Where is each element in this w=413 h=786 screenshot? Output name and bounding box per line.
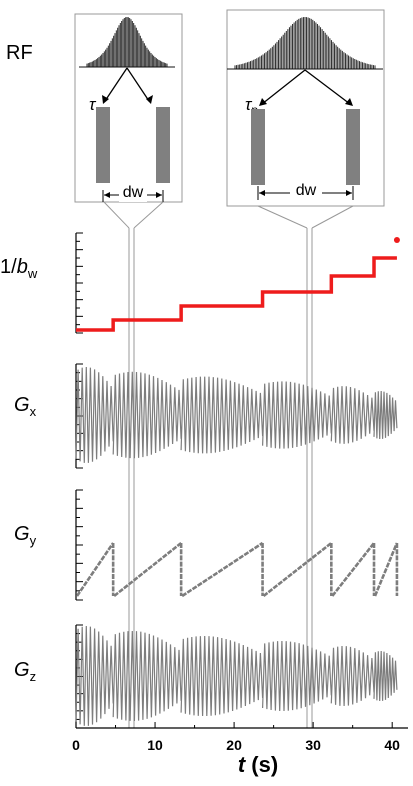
gy-sawtooth [75, 541, 399, 598]
gx-main: G [14, 394, 30, 416]
arrow-right [126, 67, 150, 102]
bw-main: b [17, 256, 28, 278]
rf-pulse-lines [86, 17, 168, 67]
x-tick-label: 40 [384, 737, 400, 753]
arrow-right [304, 69, 351, 105]
svg-text:t (s): t (s) [238, 752, 278, 777]
inset-short-dw: τp dw [74, 13, 183, 203]
x-tick-label: 30 [305, 737, 321, 753]
x-axis-unit: (s) [245, 752, 278, 777]
pulse-bar [96, 107, 110, 183]
svg-text:1/bw: 1/bw [0, 256, 38, 281]
rf-envelope [79, 17, 175, 68]
bw-prefix: 1/ [0, 256, 17, 278]
bw-sub: w [27, 266, 38, 281]
bw-panel [75, 232, 400, 334]
inset-long-dw: τp dw [226, 9, 385, 207]
gradient-waveform [75, 625, 398, 726]
dw-label: dw [296, 182, 317, 199]
bw-step-line [76, 256, 397, 332]
rf-label: RF [6, 42, 33, 64]
pulse-bar [251, 109, 265, 185]
gy-panel [75, 489, 399, 601]
x-axis-symbol: t [238, 752, 247, 777]
x-axis: 0 10 20 30 40 [72, 722, 408, 753]
rf-envelope [227, 17, 383, 70]
gz-panel [75, 624, 398, 729]
pulse-bar [156, 107, 170, 183]
gz-sub: z [30, 669, 37, 684]
gradient-waveform [75, 366, 398, 463]
gz-main: G [14, 659, 30, 681]
x-tick-label: 20 [226, 737, 242, 753]
svg-text:Gx: Gx [14, 394, 37, 419]
rf-pulse-lines [234, 17, 376, 69]
pulse-bar [346, 109, 360, 185]
gx-sub: x [30, 404, 37, 419]
dw-label: dw [123, 184, 144, 201]
svg-text:Gy: Gy [14, 523, 37, 548]
x-tick-label: 10 [147, 737, 163, 753]
tau-symbol: τ [245, 95, 253, 114]
time-markers [103, 201, 354, 728]
gy-main: G [14, 523, 30, 545]
x-tick-label: 0 [72, 737, 80, 753]
tau-symbol: τ [89, 95, 97, 114]
arrow-left [261, 69, 306, 105]
gx-panel [75, 363, 398, 469]
svg-text:Gz: Gz [14, 659, 36, 684]
arrow-left [104, 67, 128, 102]
gy-sub: y [30, 533, 37, 548]
